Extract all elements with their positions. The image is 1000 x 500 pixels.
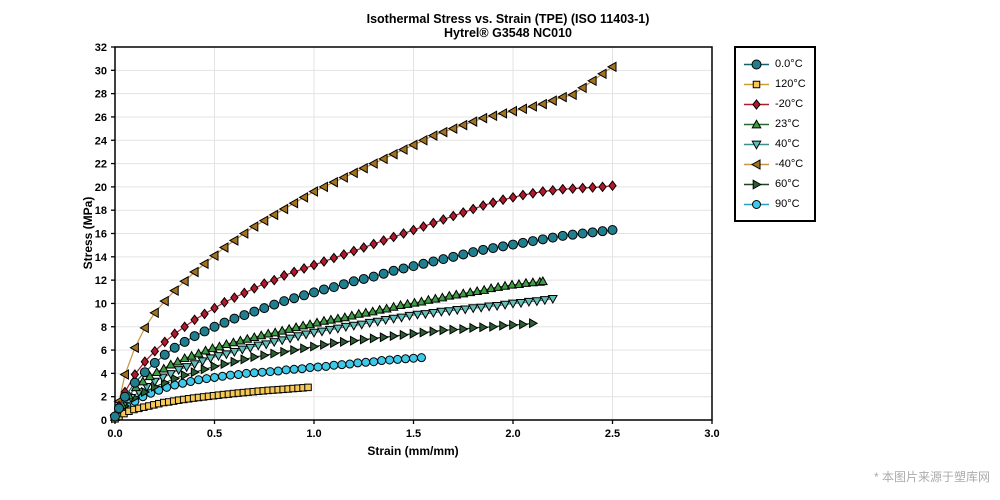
series-90c	[110, 353, 426, 423]
x-tick-label: 0.5	[207, 428, 222, 440]
legend-marker-icon	[744, 178, 769, 190]
legend-marker-icon	[744, 59, 769, 69]
x-tick-label: 0.0	[107, 428, 122, 440]
legend-marker-icon	[744, 140, 769, 150]
series--20c	[110, 180, 617, 422]
chart-title: Isothermal Stress vs. Strain (TPE) (ISO …	[366, 12, 650, 26]
legend-label: 23°C	[775, 118, 800, 130]
y-tick-label: 4	[101, 368, 108, 380]
legend-label: -40°C	[775, 158, 804, 170]
legend-label: 40°C	[775, 138, 800, 150]
y-tick-label: 24	[95, 135, 108, 147]
legend-item-2: -20°C	[743, 95, 806, 113]
legend-marker-icon	[744, 118, 769, 128]
x-tick-label: 1.0	[306, 428, 321, 440]
legend-label: 60°C	[775, 178, 800, 190]
watermark: * 本图片来源于塑库网	[873, 470, 990, 484]
legend-item-1: 120°C	[743, 75, 806, 93]
y-tick-label: 8	[101, 322, 107, 334]
series--40c	[109, 61, 617, 421]
legend-marker-icon	[744, 98, 769, 110]
y-tick-label: 28	[95, 89, 107, 101]
legend-marker-icon	[744, 80, 769, 88]
y-tick-label: 12	[95, 275, 107, 287]
series-00c	[110, 225, 618, 422]
series-23c	[109, 276, 548, 421]
legend: 0.0°C 120°C -20°C 23°C 40°C -40°C 60°C 90°C	[734, 46, 816, 222]
y-tick-label: 10	[95, 298, 107, 310]
legend-item-7: 90°C	[743, 195, 806, 213]
series-60c	[111, 318, 539, 424]
x-tick-label: 1.5	[406, 428, 421, 440]
legend-item-4: 40°C	[743, 135, 806, 153]
y-tick-label: 16	[95, 229, 107, 241]
legend-item-6: 60°C	[743, 175, 806, 193]
legend-label: 120°C	[775, 78, 806, 90]
legend-label: 0.0°C	[775, 58, 803, 70]
y-tick-label: 32	[95, 42, 107, 54]
y-tick-label: 22	[95, 159, 107, 171]
legend-label: -20°C	[775, 98, 804, 110]
legend-marker-icon	[744, 158, 769, 170]
legend-marker-icon	[744, 199, 769, 209]
chart-subtitle: Hytrel® G3548 NC010	[443, 26, 573, 40]
x-tick-label: 2.5	[605, 428, 620, 440]
x-tick-label: 3.0	[704, 428, 719, 440]
y-tick-label: 2	[101, 392, 107, 404]
legend-label: 90°C	[775, 198, 800, 210]
legend-item-0: 0.0°C	[743, 55, 806, 73]
y-tick-label: 30	[95, 65, 107, 77]
legend-item-5: -40°C	[743, 155, 806, 173]
y-tick-label: 26	[95, 112, 107, 124]
chart-title-block: Isothermal Stress vs. Strain (TPE) (ISO …	[367, 12, 650, 40]
y-tick-label: 20	[95, 182, 107, 194]
y-tick-label: 6	[101, 345, 107, 357]
y-axis-label: Stress (MPa)	[81, 196, 95, 270]
x-tick-label: 2.0	[505, 428, 520, 440]
y-tick-label: 0	[101, 415, 107, 427]
legend-item-3: 23°C	[743, 115, 806, 133]
y-tick-label: 18	[95, 205, 107, 217]
y-tick-label: 14	[95, 252, 108, 264]
x-axis-label: Strain (mm/mm)	[367, 444, 459, 458]
